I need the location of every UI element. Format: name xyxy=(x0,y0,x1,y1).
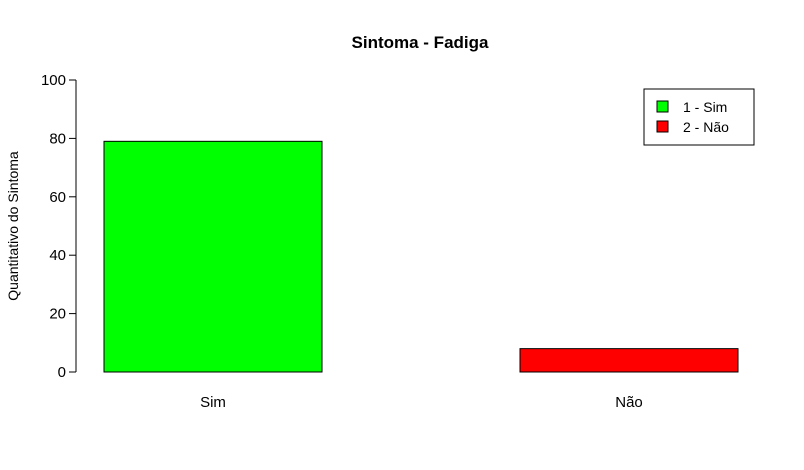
legend-swatch-nao xyxy=(656,120,669,133)
y-tick-label: 80 xyxy=(49,130,66,147)
y-tick-label: 40 xyxy=(49,247,66,264)
y-tick-label: 20 xyxy=(49,306,66,323)
legend-box xyxy=(643,88,755,146)
bars-group xyxy=(103,140,739,373)
chart-title: Sintoma - Fadiga xyxy=(352,33,490,52)
y-tick-label: 0 xyxy=(58,364,66,381)
legend-label-nao: 2 - Não xyxy=(683,119,729,135)
y-axis: 0 20 40 60 80 100 xyxy=(41,72,77,381)
y-axis-label: Quantitativo do Sintoma xyxy=(5,151,21,301)
legend-label-sim: 1 - Sim xyxy=(683,99,727,115)
y-tick-label: 100 xyxy=(41,72,66,89)
legend: 1 - Sim 2 - Não xyxy=(643,88,755,146)
bar-nao xyxy=(519,348,739,373)
x-tick-label: Não xyxy=(615,394,643,411)
x-tick-labels: Sim Não xyxy=(200,394,643,411)
y-tick-label: 60 xyxy=(49,189,66,206)
legend-swatch-sim xyxy=(656,100,669,113)
x-tick-label: Sim xyxy=(200,394,226,411)
bar-sim xyxy=(103,140,323,373)
